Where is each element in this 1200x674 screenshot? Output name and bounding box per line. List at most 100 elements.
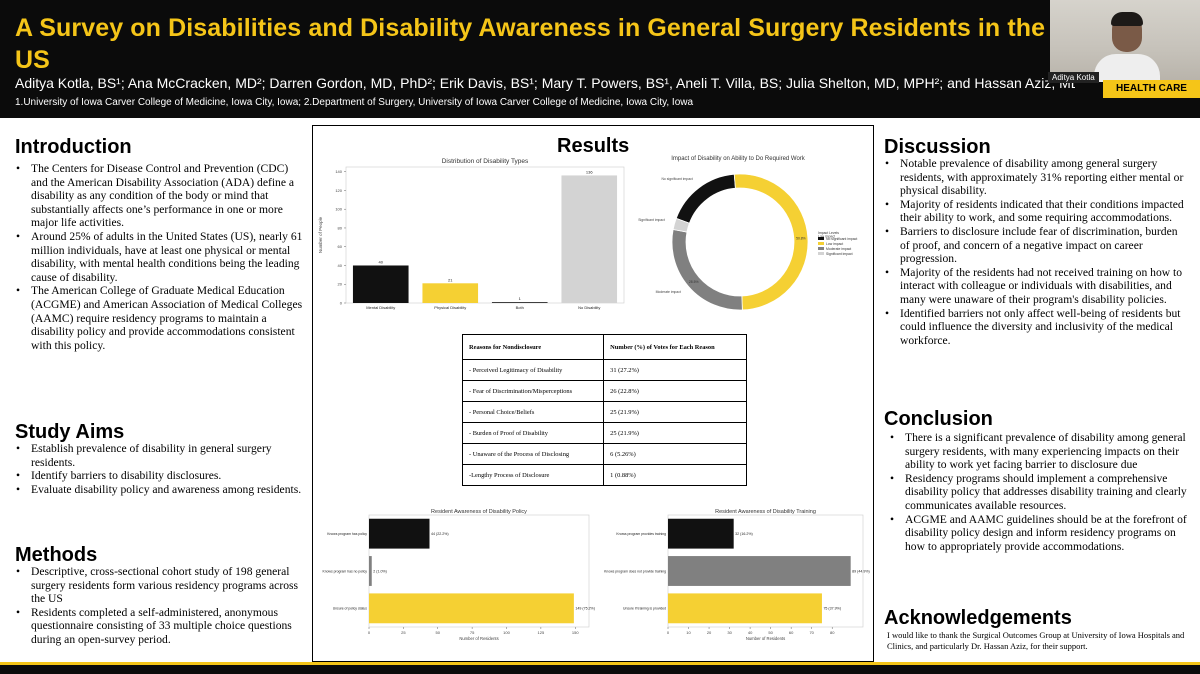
list-item: There is a significant prevalence of dis… bbox=[889, 431, 1191, 472]
y-axis-label: Number of People bbox=[318, 216, 323, 253]
legend-swatch bbox=[818, 242, 824, 245]
discussion-list: Notable prevalence of disability among g… bbox=[884, 157, 1190, 347]
category-badge: HEALTH CARE bbox=[1103, 80, 1200, 98]
introduction-list: The Centers for Disease Control and Prev… bbox=[15, 162, 303, 352]
table-cell: 31 (27.2%) bbox=[603, 359, 747, 381]
conclusion-heading: Conclusion bbox=[884, 408, 993, 430]
x-tick-label: Physical Disability bbox=[434, 305, 466, 310]
table-cell: 25 (21.9%) bbox=[603, 422, 747, 444]
table-row: - Fear of Discrimination/Misperceptions 2… bbox=[461, 380, 747, 402]
table-header-cell: Number (%) of Votes for Each Reason bbox=[603, 334, 747, 360]
x-tick-label: 50 bbox=[768, 630, 773, 635]
list-item: Around 25% of adults in the United State… bbox=[15, 230, 303, 284]
legend-label: Low impact bbox=[826, 242, 843, 246]
table-cell: - Unaware of the Process of Disclosing bbox=[461, 443, 605, 465]
chart-title: Resident Awareness of Disability Policy bbox=[431, 509, 527, 515]
x-axis-label: Number of Residents bbox=[459, 636, 498, 640]
x-tick-label: 40 bbox=[748, 630, 753, 635]
y-tick-label: 100 bbox=[335, 207, 342, 212]
list-item: ACGME and AAMC guidelines should be at t… bbox=[889, 513, 1191, 554]
table-cell: -Lengthy Process of Disclosure bbox=[461, 464, 605, 486]
donut-slice-moderate-impact bbox=[671, 229, 743, 311]
presenter-hair bbox=[1111, 12, 1143, 26]
poster-footer bbox=[0, 665, 1200, 674]
table-cell: 6 (5.26%) bbox=[603, 443, 747, 465]
legend-title: Impact Levels bbox=[818, 231, 839, 235]
presenter-name-label: Aditya Kotla bbox=[1048, 72, 1099, 83]
poster-header: A Survey on Disabilities and Disability … bbox=[0, 0, 1200, 118]
nondisclosure-table: Reasons for Nondisclosure Number (%) of … bbox=[461, 334, 747, 486]
table-row: -Lengthy Process of Disclosure 1 (0.88%) bbox=[461, 464, 747, 486]
slice-label: Low impact bbox=[818, 234, 835, 238]
y-tick-label: 80 bbox=[338, 225, 343, 230]
list-item: Residency programs should implement a co… bbox=[889, 472, 1191, 513]
list-item: Establish prevalence of disability in ge… bbox=[15, 442, 303, 469]
bar-mental-disability bbox=[352, 265, 409, 303]
table-header-cell: Reasons for Nondisclosure bbox=[461, 334, 605, 360]
x-tick-label: 70 bbox=[809, 630, 814, 635]
y-tick-label: Knows program does not provide training bbox=[604, 569, 666, 573]
chart-title: Resident Awareness of Disability Trainin… bbox=[715, 509, 816, 515]
chart-title: Impact of Disability on Ability to Do Re… bbox=[671, 156, 806, 162]
x-tick-label: 50 bbox=[436, 630, 441, 635]
study-aims-heading: Study Aims bbox=[15, 421, 125, 443]
bar-value-label: 21 bbox=[448, 277, 453, 282]
legend-swatch bbox=[818, 247, 824, 250]
list-item: Residents completed a self-administered,… bbox=[15, 606, 313, 647]
x-tick-label: 75 bbox=[470, 630, 475, 635]
y-tick-label: 140 bbox=[335, 169, 342, 174]
x-tick-label: 25 bbox=[401, 630, 406, 635]
list-item: Majority of residents indicated that the… bbox=[884, 198, 1190, 225]
x-tick-label: 80 bbox=[830, 630, 835, 635]
y-tick-label: Unsure if training is provided bbox=[623, 607, 666, 611]
acknowledgements-heading: Acknowledgements bbox=[884, 607, 1072, 629]
legend-label: No significant impact bbox=[826, 237, 857, 241]
x-tick-label: 30 bbox=[727, 630, 732, 635]
slice-percent-label: 50.8% bbox=[796, 236, 806, 240]
results-panel bbox=[312, 125, 874, 662]
table-row: - Unaware of the Process of Disclosing 6 … bbox=[461, 443, 747, 465]
table-row: - Personal Choice/Beliefs 25 (21.9%) bbox=[461, 401, 747, 423]
poster-title: A Survey on Disabilities and Disability … bbox=[15, 14, 1046, 74]
bar-knows-program-does-not-provide-training bbox=[668, 556, 851, 586]
list-item: The Centers for Disease Control and Prev… bbox=[15, 162, 303, 230]
table-cell: 25 (21.9%) bbox=[603, 401, 747, 423]
bar-unsure-if-training-is-provided bbox=[668, 593, 822, 624]
y-tick-label: Knows program has policy bbox=[327, 532, 367, 536]
table-cell: - Personal Choice/Beliefs bbox=[461, 401, 605, 423]
footer-accent-line bbox=[0, 662, 1200, 665]
bar-value-label: 2 (1.0%) bbox=[373, 569, 387, 573]
bar-physical-disability bbox=[422, 283, 479, 303]
legend-label: Moderate impact bbox=[826, 247, 851, 251]
list-item: Identify barriers to disability disclosu… bbox=[15, 469, 303, 483]
x-tick-label: Mental Disability bbox=[366, 305, 395, 310]
table-cell: - Burden of Proof of Disability bbox=[461, 422, 605, 444]
bar-unsure-of-policy-status bbox=[369, 593, 574, 624]
bar-value-label: 136 bbox=[586, 169, 593, 174]
legend-label: Significant impact bbox=[826, 252, 853, 256]
x-tick-label: 0 bbox=[368, 630, 371, 635]
bar-no-disability bbox=[561, 175, 618, 303]
plot-frame bbox=[345, 166, 625, 304]
training-awareness-chart: Resident Awareness of Disability Trainin… bbox=[604, 509, 870, 640]
list-item: Barriers to disclosure include fear of d… bbox=[884, 225, 1190, 266]
bar-value-label: 32 (16.2%) bbox=[735, 532, 753, 536]
bar-value-label: 1 bbox=[519, 296, 522, 301]
y-tick-label: 120 bbox=[335, 188, 342, 193]
slice-label: No significant impact bbox=[661, 177, 692, 181]
bar-both bbox=[491, 302, 548, 303]
slice-label: Significant impact bbox=[638, 218, 665, 222]
x-tick-label: 0 bbox=[667, 630, 670, 635]
y-tick-label: 20 bbox=[338, 282, 343, 287]
affiliations: 1.University of Iowa Carver College of M… bbox=[15, 97, 694, 108]
conclusion-list: There is a significant prevalence of dis… bbox=[889, 431, 1191, 553]
donut-slice-significant-impact bbox=[672, 217, 690, 233]
y-tick-label: 40 bbox=[338, 263, 343, 268]
chart-title: Distribution of Disability Types bbox=[442, 158, 529, 165]
slice-percent-label: 28.5% bbox=[689, 280, 699, 284]
presenter-video-thumbnail[interactable]: Aditya Kotla bbox=[1048, 0, 1200, 83]
list-item: Descriptive, cross-sectional cohort stud… bbox=[15, 565, 313, 606]
x-tick-label: 125 bbox=[538, 630, 545, 635]
table-cell: 26 (22.8%) bbox=[603, 380, 747, 402]
y-tick-label: 60 bbox=[338, 244, 343, 249]
